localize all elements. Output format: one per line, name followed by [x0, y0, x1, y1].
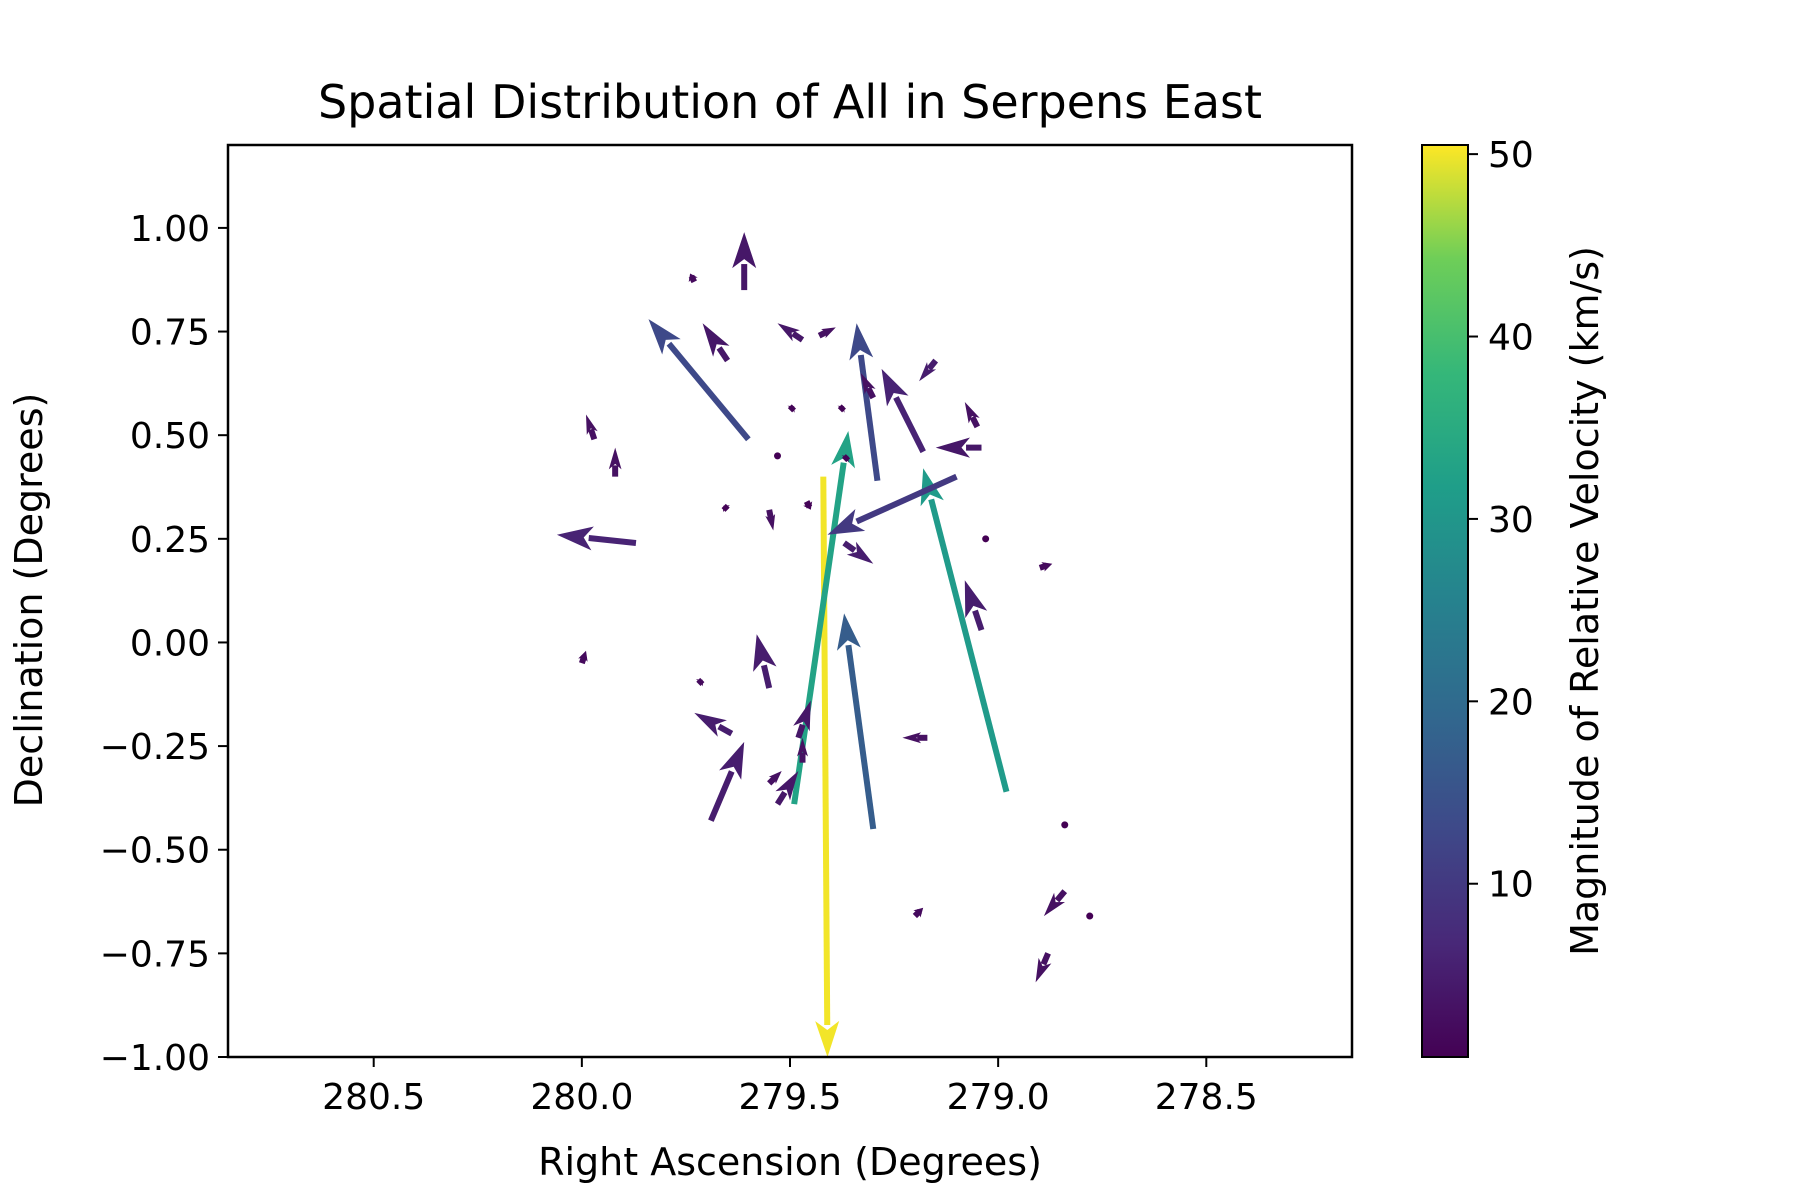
y-tick-label: −0.75: [100, 934, 210, 975]
arrow-37: [837, 404, 846, 413]
arrow-26: [765, 509, 776, 531]
colorbar-tick-label: 50: [1488, 135, 1534, 176]
y-tick-label: 0.00: [130, 623, 210, 664]
arrow-11: [753, 634, 777, 689]
arrow-12: [694, 712, 734, 737]
arrow-40: [803, 500, 813, 510]
y-tick-label: −0.25: [100, 727, 210, 768]
chart-title: Spatial Distribution of All in Serpens E…: [318, 75, 1262, 129]
x-axis-ticks: 280.5 280.0 279.5 279.0 278.5: [322, 1057, 1258, 1118]
x-tick-label: 279.5: [738, 1077, 841, 1118]
arrow-22: [702, 323, 731, 363]
arrow-27: [586, 414, 598, 441]
colorbar-tick-label: 30: [1488, 500, 1534, 541]
arrow-25: [608, 447, 622, 477]
y-tick-label: 0.75: [130, 313, 210, 354]
arrow-18: [919, 358, 939, 382]
colorbar-ticks: 10 20 30 40 50: [1468, 135, 1534, 906]
arrow-36: [688, 273, 698, 284]
x-tick-label: 278.5: [1155, 1077, 1258, 1118]
arrow-41: [721, 503, 730, 513]
arrow-0: [815, 476, 840, 1057]
arrow-33: [578, 650, 588, 665]
y-tick-label: 0.25: [130, 520, 210, 561]
x-tick-label: 280.0: [530, 1077, 633, 1118]
y-tick-label: −1.00: [100, 1038, 210, 1079]
y-tick-label: 0.50: [130, 416, 210, 457]
arrow-7: [881, 368, 926, 454]
y-tick-label: −0.50: [100, 831, 210, 872]
arrow-20: [964, 402, 981, 429]
arrow-42: [774, 452, 782, 460]
arrow-34: [695, 677, 705, 687]
arrow-19: [935, 437, 982, 458]
y-tick-label: 1.00: [130, 209, 210, 250]
colorbar-tick-label: 20: [1488, 682, 1534, 723]
arrow-2: [920, 468, 1010, 793]
arrows-layer: [556, 232, 1094, 1057]
arrow-31: [817, 327, 836, 339]
arrow-29: [1043, 889, 1068, 917]
colorbar-tick-label: 40: [1488, 318, 1534, 359]
arrow-38: [787, 404, 796, 413]
arrow-14: [793, 700, 811, 739]
arrow-8: [556, 526, 637, 551]
arrow-4: [648, 319, 751, 442]
arrow-5: [849, 323, 881, 482]
arrow-44: [1061, 821, 1069, 829]
y-axis-ticks: 1.00 0.75 0.50 0.25 0.00 −0.25 −0.50 −0.75 −1.00: [100, 209, 228, 1079]
x-axis-label: Right Ascension (Degrees): [538, 1140, 1042, 1184]
arrow-6: [827, 473, 958, 535]
plot-frame: [226, 143, 1354, 1059]
arrow-45: [1086, 912, 1094, 920]
arrow-16: [767, 771, 782, 786]
arrow-39: [841, 454, 851, 463]
arrow-35: [1038, 562, 1053, 572]
arrow-43: [982, 535, 990, 543]
arrow-32: [912, 907, 924, 919]
arrow-9: [842, 540, 874, 564]
colorbar-tick-label: 10: [1488, 865, 1534, 906]
arrow-23: [777, 323, 805, 343]
arrow-3: [837, 613, 877, 830]
arrow-24: [860, 373, 876, 400]
arrow-17: [797, 737, 808, 763]
y-axis-label: Declination (Degrees): [7, 393, 51, 808]
arrow-28: [902, 732, 928, 744]
arrow-13: [708, 741, 745, 822]
arrow-10: [964, 580, 988, 631]
arrow-21: [732, 232, 757, 291]
x-tick-label: 280.5: [322, 1077, 425, 1118]
arrow-15: [774, 771, 799, 806]
x-tick-label: 279.0: [947, 1077, 1050, 1118]
colorbar: [1421, 144, 1469, 1058]
arrow-30: [1035, 952, 1052, 983]
colorbar-label: Magnitude of Relative Velocity (km/s): [1563, 246, 1607, 956]
